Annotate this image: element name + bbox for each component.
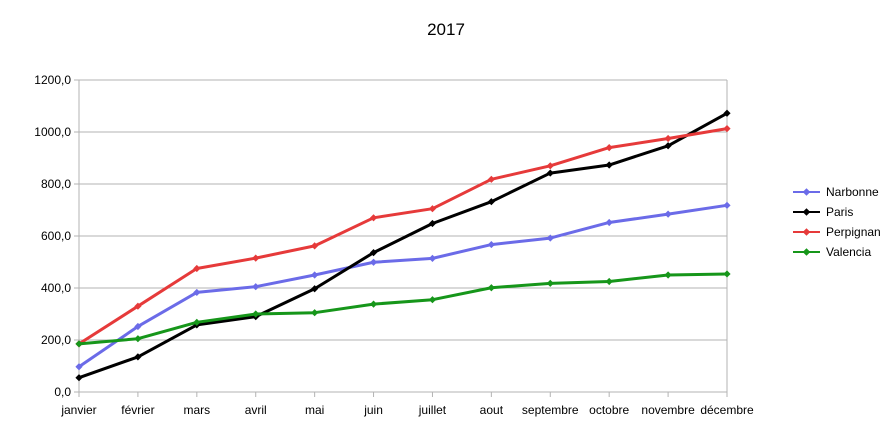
- data-point: [723, 201, 731, 209]
- x-tick-label: octobre: [589, 403, 629, 417]
- data-point: [605, 218, 613, 227]
- data-point: [723, 109, 731, 117]
- data-point: [546, 234, 554, 242]
- x-tick-label: septembre: [522, 403, 579, 417]
- data-point: [369, 214, 378, 222]
- data-point: [428, 205, 437, 213]
- legend-label: Narbonne: [826, 185, 879, 199]
- data-point: [546, 169, 554, 177]
- legend-marker: [802, 208, 811, 216]
- x-tick-label: avril: [245, 403, 267, 417]
- data-point: [487, 284, 495, 292]
- y-tick-label: 600,0: [41, 229, 71, 243]
- legend-label: Perpignan: [826, 225, 881, 239]
- data-point: [252, 283, 260, 291]
- data-point: [75, 374, 83, 382]
- data-point: [134, 322, 142, 331]
- axes: 0,0 200,0 400,0 600,0 800,0 1000,0 1200,0 janvi…: [34, 73, 754, 417]
- data-point: [723, 125, 731, 133]
- data-point: [605, 161, 613, 169]
- data-point: [193, 288, 201, 297]
- data-point: [664, 134, 672, 143]
- y-tick-label: 0,0: [54, 385, 71, 399]
- data-point: [134, 353, 142, 361]
- data-point: [252, 254, 260, 262]
- data-point: [664, 210, 672, 218]
- legend-label: Paris: [826, 205, 853, 219]
- legend-marker: [802, 188, 811, 196]
- legend-marker: [802, 228, 811, 236]
- data-point: [193, 264, 201, 273]
- y-tick-label: 200,0: [41, 333, 71, 347]
- data-point: [134, 302, 142, 310]
- x-tick-label: novembre: [641, 403, 695, 417]
- legend-marker: [802, 248, 811, 256]
- data-point: [311, 285, 319, 293]
- series-lines: [75, 109, 731, 382]
- data-point: [369, 258, 378, 266]
- legend: Narbonne Paris Perpignan Valencia: [793, 185, 881, 259]
- data-point: [428, 219, 437, 228]
- data-point: [723, 270, 731, 278]
- data-point: [487, 240, 495, 249]
- data-point: [134, 335, 142, 343]
- data-point: [487, 175, 495, 183]
- data-point: [311, 271, 319, 279]
- series-line: [78, 203, 728, 369]
- series-line: [78, 272, 728, 346]
- data-point: [311, 309, 319, 317]
- data-point: [664, 142, 672, 150]
- legend-label: Valencia: [826, 245, 871, 259]
- y-tick-label: 1200,0: [34, 73, 71, 87]
- chart-title: 2017: [427, 20, 465, 39]
- data-point: [546, 279, 554, 287]
- data-point: [428, 254, 437, 262]
- series-line: [78, 111, 728, 380]
- data-point: [605, 277, 613, 286]
- data-point: [369, 249, 378, 257]
- y-tick-label: 1000,0: [34, 125, 71, 139]
- x-tick-label: mai: [305, 403, 324, 417]
- data-point: [311, 242, 319, 250]
- data-point: [605, 144, 613, 152]
- x-tick-label: juillet: [418, 403, 447, 417]
- data-point: [487, 198, 495, 206]
- x-tick-label: mars: [183, 403, 210, 417]
- x-tick-label: février: [121, 403, 154, 417]
- x-tick-label: décembre: [700, 403, 754, 417]
- data-point: [193, 318, 201, 326]
- y-tick-label: 800,0: [41, 177, 71, 191]
- x-tick-label: janvier: [60, 403, 96, 417]
- data-point: [546, 162, 554, 170]
- data-point: [664, 271, 672, 279]
- x-tick-label: juin: [363, 403, 383, 417]
- x-tick-label: aout: [480, 403, 504, 417]
- data-point: [369, 300, 378, 308]
- data-point: [75, 340, 83, 348]
- data-point: [252, 310, 260, 318]
- series-line: [78, 127, 728, 346]
- gridlines: [79, 79, 728, 392]
- data-point: [428, 296, 437, 304]
- y-tick-label: 400,0: [41, 281, 71, 295]
- data-point: [75, 363, 83, 371]
